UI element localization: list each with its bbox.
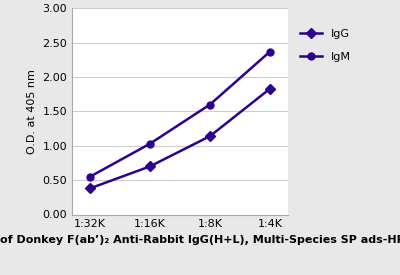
IgG bbox=[88, 187, 92, 190]
X-axis label: Dilution of Donkey F(ab’)₂ Anti-Rabbit IgG(H+L), Multi-Species SP ads-HRP: Dilution of Donkey F(ab’)₂ Anti-Rabbit I… bbox=[0, 235, 400, 245]
Line: IgG: IgG bbox=[86, 85, 274, 192]
Line: IgM: IgM bbox=[86, 48, 274, 180]
IgM bbox=[268, 50, 272, 53]
IgG bbox=[208, 134, 212, 138]
Legend: IgG, IgM: IgG, IgM bbox=[296, 24, 356, 66]
IgM bbox=[208, 103, 212, 106]
IgG bbox=[268, 87, 272, 90]
IgM bbox=[88, 175, 92, 178]
IgG bbox=[148, 165, 152, 168]
IgM bbox=[148, 142, 152, 145]
Y-axis label: O.D. at 405 nm: O.D. at 405 nm bbox=[27, 69, 37, 154]
